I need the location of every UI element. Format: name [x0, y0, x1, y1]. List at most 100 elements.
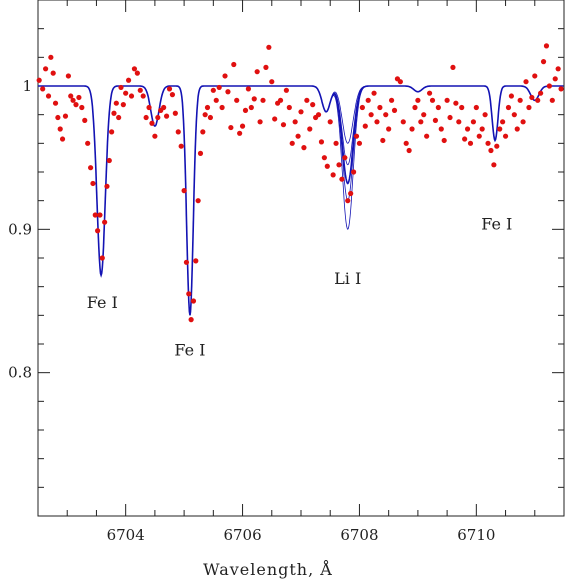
observed-point [175, 129, 181, 135]
observed-point [88, 165, 94, 171]
model-line [38, 85, 564, 316]
observed-point [497, 126, 503, 132]
observed-point [380, 137, 386, 144]
x-tick-labels: 6704 6706 6708 6710 [107, 526, 496, 544]
observed-point [339, 176, 345, 182]
observed-point [418, 119, 424, 125]
observed-point [342, 155, 348, 161]
observed-point [123, 90, 129, 96]
observed-point [353, 133, 360, 139]
observed-point [511, 112, 517, 118]
observed-point [172, 110, 178, 116]
observed-point [195, 198, 201, 204]
observed-point [441, 137, 447, 144]
observed-point [330, 172, 336, 178]
observed-point [163, 113, 170, 119]
observed-point [298, 109, 304, 115]
observed-point [79, 104, 85, 111]
observed-point [356, 140, 363, 146]
observed-point [368, 112, 374, 118]
observed-point [447, 114, 453, 121]
observed-point [143, 114, 149, 121]
model-line [38, 85, 564, 316]
observed-point [140, 93, 146, 99]
observed-point [102, 219, 108, 225]
observed-point [462, 136, 468, 142]
observed-point [421, 112, 427, 118]
observed-point [254, 69, 260, 75]
observed-point [494, 143, 500, 149]
observed-point [257, 119, 263, 125]
observed-point [388, 97, 395, 103]
observed-point [104, 183, 110, 189]
observed-point [546, 83, 552, 89]
observed-point [526, 104, 532, 111]
y-tick-label: 0.9 [8, 220, 32, 238]
y-tick-label: 1 [22, 77, 32, 95]
observed-point [155, 114, 161, 121]
observed-point [242, 107, 249, 113]
observed-point [345, 198, 351, 204]
y-tick-labels: 0.8 0.9 1 [8, 77, 32, 382]
observed-point [450, 64, 456, 70]
observed-point [377, 104, 383, 111]
observed-point [137, 87, 143, 93]
observed-point [234, 97, 240, 103]
observed-point [120, 102, 126, 108]
observed-point [467, 140, 474, 146]
observed-point [204, 104, 211, 111]
observed-point [178, 143, 184, 149]
observed-point [403, 140, 409, 146]
observed-point [397, 79, 403, 85]
observed-point [505, 104, 512, 111]
observed-point [549, 97, 555, 103]
observed-point [500, 119, 506, 125]
model-line [38, 85, 564, 316]
observed-point [76, 94, 82, 101]
observed-point [251, 96, 257, 102]
observed-point [324, 163, 330, 169]
observed-point [266, 44, 272, 50]
observed-point [190, 298, 197, 304]
observed-point [260, 97, 266, 103]
observed-point [48, 54, 54, 60]
model-line [38, 85, 564, 316]
observed-point [374, 119, 380, 125]
observed-point [99, 255, 105, 261]
observed-point [523, 79, 529, 85]
observed-point [239, 123, 246, 129]
observed-point [200, 129, 206, 135]
observed-point [149, 120, 155, 126]
observed-point [307, 126, 313, 132]
observed-point [166, 86, 173, 92]
observed-point [540, 59, 547, 65]
observed-point [508, 93, 514, 99]
observed-point [438, 126, 444, 132]
observed-point [400, 119, 406, 125]
observed-point [488, 147, 494, 154]
line-annotation: Fe I [87, 293, 118, 312]
observed-point [386, 126, 392, 132]
observed-point [106, 157, 112, 164]
observed-point [188, 317, 194, 323]
observed-point [502, 133, 509, 139]
observed-point [529, 94, 535, 101]
observed-point [538, 90, 544, 96]
observed-point [464, 126, 471, 132]
observed-point [283, 87, 289, 93]
observed-point [118, 84, 124, 91]
observed-point [424, 133, 430, 139]
observed-point [36, 77, 42, 83]
observed-point [73, 102, 79, 108]
observed-point [134, 70, 140, 76]
observed-point [552, 76, 558, 82]
observed-point [219, 104, 225, 111]
observed-point [245, 86, 251, 92]
observed-point [426, 90, 433, 96]
observed-point [62, 113, 69, 119]
observed-point [315, 112, 322, 118]
observed-point [359, 104, 365, 111]
model-line [38, 85, 564, 316]
observed-point [485, 140, 491, 146]
